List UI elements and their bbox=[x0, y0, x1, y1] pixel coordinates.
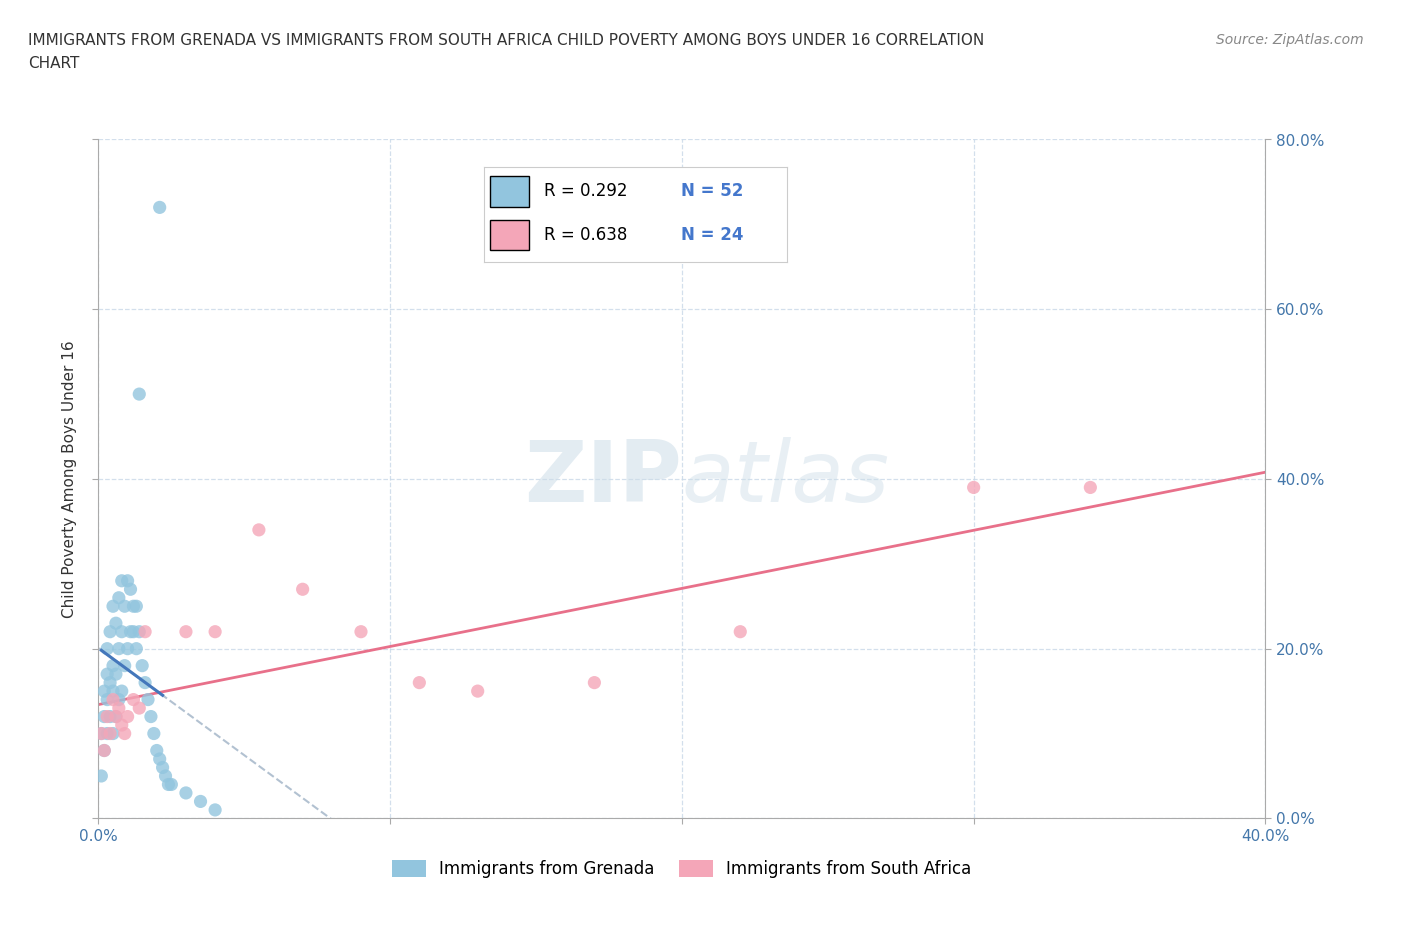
Point bbox=[467, 684, 489, 698]
Point bbox=[160, 777, 183, 792]
Point bbox=[120, 582, 142, 597]
Point bbox=[136, 692, 159, 707]
Point bbox=[122, 692, 145, 707]
Point bbox=[98, 726, 121, 741]
Point bbox=[96, 692, 118, 707]
Point bbox=[93, 710, 115, 724]
Point bbox=[93, 743, 115, 758]
Point bbox=[104, 616, 127, 631]
Point bbox=[1080, 480, 1102, 495]
Point bbox=[101, 658, 124, 673]
Point bbox=[128, 624, 150, 639]
Point bbox=[114, 726, 136, 741]
Point bbox=[155, 768, 177, 783]
Point bbox=[98, 624, 121, 639]
Point bbox=[190, 794, 212, 809]
Point bbox=[730, 624, 752, 639]
Point bbox=[117, 710, 139, 724]
Point bbox=[174, 786, 197, 801]
Point bbox=[90, 726, 112, 741]
Point bbox=[204, 803, 226, 817]
Point bbox=[204, 624, 226, 639]
Point bbox=[108, 642, 131, 657]
Point bbox=[128, 387, 150, 402]
Point bbox=[101, 684, 124, 698]
Point bbox=[96, 667, 118, 682]
Point bbox=[125, 599, 148, 614]
Text: ZIP: ZIP bbox=[524, 437, 682, 521]
Point bbox=[98, 710, 121, 724]
Point bbox=[108, 591, 131, 605]
Point bbox=[93, 684, 115, 698]
Point bbox=[101, 599, 124, 614]
Point bbox=[101, 692, 124, 707]
Point bbox=[108, 700, 131, 715]
Point bbox=[408, 675, 430, 690]
Point bbox=[350, 624, 373, 639]
Point bbox=[117, 642, 139, 657]
Point bbox=[104, 667, 127, 682]
Point bbox=[134, 624, 156, 639]
Point bbox=[98, 675, 121, 690]
Point bbox=[157, 777, 180, 792]
Point bbox=[122, 599, 145, 614]
Text: CHART: CHART bbox=[28, 56, 80, 71]
Text: atlas: atlas bbox=[682, 437, 890, 521]
Point bbox=[108, 692, 131, 707]
Point bbox=[111, 624, 134, 639]
Point bbox=[152, 760, 174, 775]
Point bbox=[90, 768, 112, 783]
Point bbox=[174, 624, 197, 639]
Point bbox=[93, 743, 115, 758]
Point bbox=[125, 642, 148, 657]
Point bbox=[247, 523, 270, 538]
Point bbox=[128, 700, 150, 715]
Point bbox=[96, 710, 118, 724]
Point bbox=[96, 642, 118, 657]
Point bbox=[139, 710, 162, 724]
Point bbox=[122, 624, 145, 639]
Point bbox=[120, 624, 142, 639]
Point bbox=[149, 751, 172, 766]
Point bbox=[146, 743, 169, 758]
Point bbox=[111, 573, 134, 589]
Text: IMMIGRANTS FROM GRENADA VS IMMIGRANTS FROM SOUTH AFRICA CHILD POVERTY AMONG BOYS: IMMIGRANTS FROM GRENADA VS IMMIGRANTS FR… bbox=[28, 33, 984, 47]
Point bbox=[96, 726, 118, 741]
Point bbox=[104, 710, 127, 724]
Point bbox=[962, 480, 984, 495]
Point bbox=[134, 675, 156, 690]
Point bbox=[101, 726, 124, 741]
Point bbox=[117, 573, 139, 589]
Point bbox=[291, 582, 314, 597]
Point bbox=[583, 675, 606, 690]
Point bbox=[149, 200, 172, 215]
Point bbox=[131, 658, 153, 673]
Point bbox=[142, 726, 165, 741]
Point bbox=[114, 599, 136, 614]
Point bbox=[104, 710, 127, 724]
Point bbox=[111, 718, 134, 733]
Text: Source: ZipAtlas.com: Source: ZipAtlas.com bbox=[1216, 33, 1364, 46]
Point bbox=[111, 684, 134, 698]
Point bbox=[90, 726, 112, 741]
Y-axis label: Child Poverty Among Boys Under 16: Child Poverty Among Boys Under 16 bbox=[62, 340, 77, 618]
Point bbox=[114, 658, 136, 673]
Legend: Immigrants from Grenada, Immigrants from South Africa: Immigrants from Grenada, Immigrants from… bbox=[385, 853, 979, 884]
